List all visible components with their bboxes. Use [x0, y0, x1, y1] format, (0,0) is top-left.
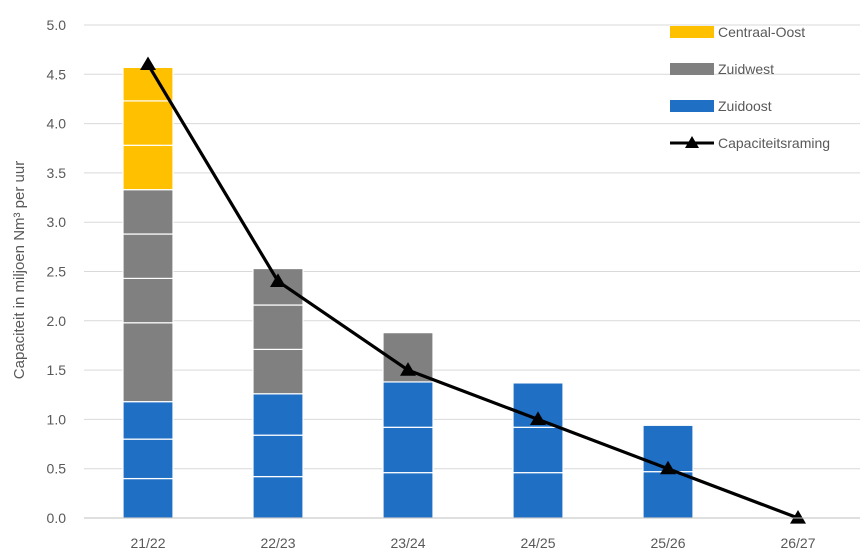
bar-segment-zuidoost [122, 477, 174, 519]
bar-segment-zuidoost [252, 434, 304, 478]
y-tick-label: 2.0 [47, 313, 67, 329]
gridlines [84, 24, 860, 519]
legend-swatch [670, 100, 714, 112]
bar-segment-zuidoost [512, 472, 564, 519]
forecast-marker [270, 273, 286, 287]
bar-segment-zuidwest [252, 304, 304, 350]
forecast-line-group [140, 56, 806, 524]
legend-label: Capaciteitsraming [718, 135, 830, 151]
bar-segment-zuidoost [382, 472, 434, 519]
legend-marker [685, 136, 699, 148]
y-tick-label: 5.0 [47, 17, 67, 33]
bar-segment-zuidoost [252, 475, 304, 519]
y-tick-label: 0.0 [47, 510, 67, 526]
y-tick-label: 1.5 [47, 362, 67, 378]
y-tick-label: 2.5 [47, 264, 67, 280]
bar-segment-zuidwest [122, 322, 174, 403]
forecast-marker [140, 56, 156, 71]
bar-segment-zuidoost [252, 393, 304, 436]
bar-segment-zuidoost [122, 401, 174, 440]
legend-item: Capaciteitsraming [670, 135, 830, 151]
x-tick-label: 24/25 [520, 535, 555, 551]
forecast-marker [660, 460, 676, 475]
x-tick-label: 23/24 [390, 535, 425, 551]
legend-swatch [670, 26, 714, 38]
x-tick-label: 21/22 [130, 535, 165, 551]
y-tick-label: 1.0 [47, 411, 67, 427]
legend-item: Zuidoost [670, 98, 772, 114]
x-tick-label: 26/27 [780, 535, 815, 551]
forecast-line [146, 63, 799, 520]
x-tick-label: 25/26 [650, 535, 685, 551]
bar-segment-centraal-oost [122, 100, 174, 146]
y-tick-label: 4.0 [47, 116, 67, 132]
bar-segment-zuidwest [122, 233, 174, 280]
bar-segment-zuidwest [252, 348, 304, 395]
y-tick-label: 3.5 [47, 165, 67, 181]
forecast-marker [790, 510, 806, 524]
y-tick-label: 4.5 [47, 66, 67, 82]
x-tick-label: 22/23 [260, 535, 295, 551]
bar-segment-centraal-oost [122, 144, 174, 191]
bar-segment-zuidwest [122, 189, 174, 235]
forecast-marker [400, 362, 416, 376]
legend-label: Centraal-Oost [718, 24, 805, 40]
bar-segment-zuidoost [382, 426, 434, 474]
bar-segment-zuidoost [122, 438, 174, 480]
legend-item: Centraal-Oost [670, 24, 805, 40]
y-tick-label: 3.0 [47, 214, 67, 230]
bar-segment-zuidoost [382, 381, 434, 428]
legend-label: Zuidoost [718, 98, 772, 114]
bar-segment-zuidwest [122, 277, 174, 324]
bar-segment-zuidoost [512, 426, 564, 474]
legend-swatch [670, 63, 714, 75]
y-tick-label: 0.5 [47, 461, 67, 477]
bar-segment-zuidoost [642, 471, 694, 519]
bars [122, 66, 694, 519]
legend: Centraal-Oost Zuidwest Zuidoost Capaciteits… [670, 24, 830, 151]
legend-item: Zuidwest [670, 61, 774, 77]
forecast-marker [530, 411, 546, 425]
y-axis-label: Capaciteit in miljoen Nm³ per uur [11, 161, 28, 379]
legend-label: Zuidwest [718, 61, 774, 77]
axes: 0.0 0.5 1.0 1.5 2.0 2.5 3.0 3.5 4.0 4.5 5.0 21/22 22… [47, 17, 860, 551]
